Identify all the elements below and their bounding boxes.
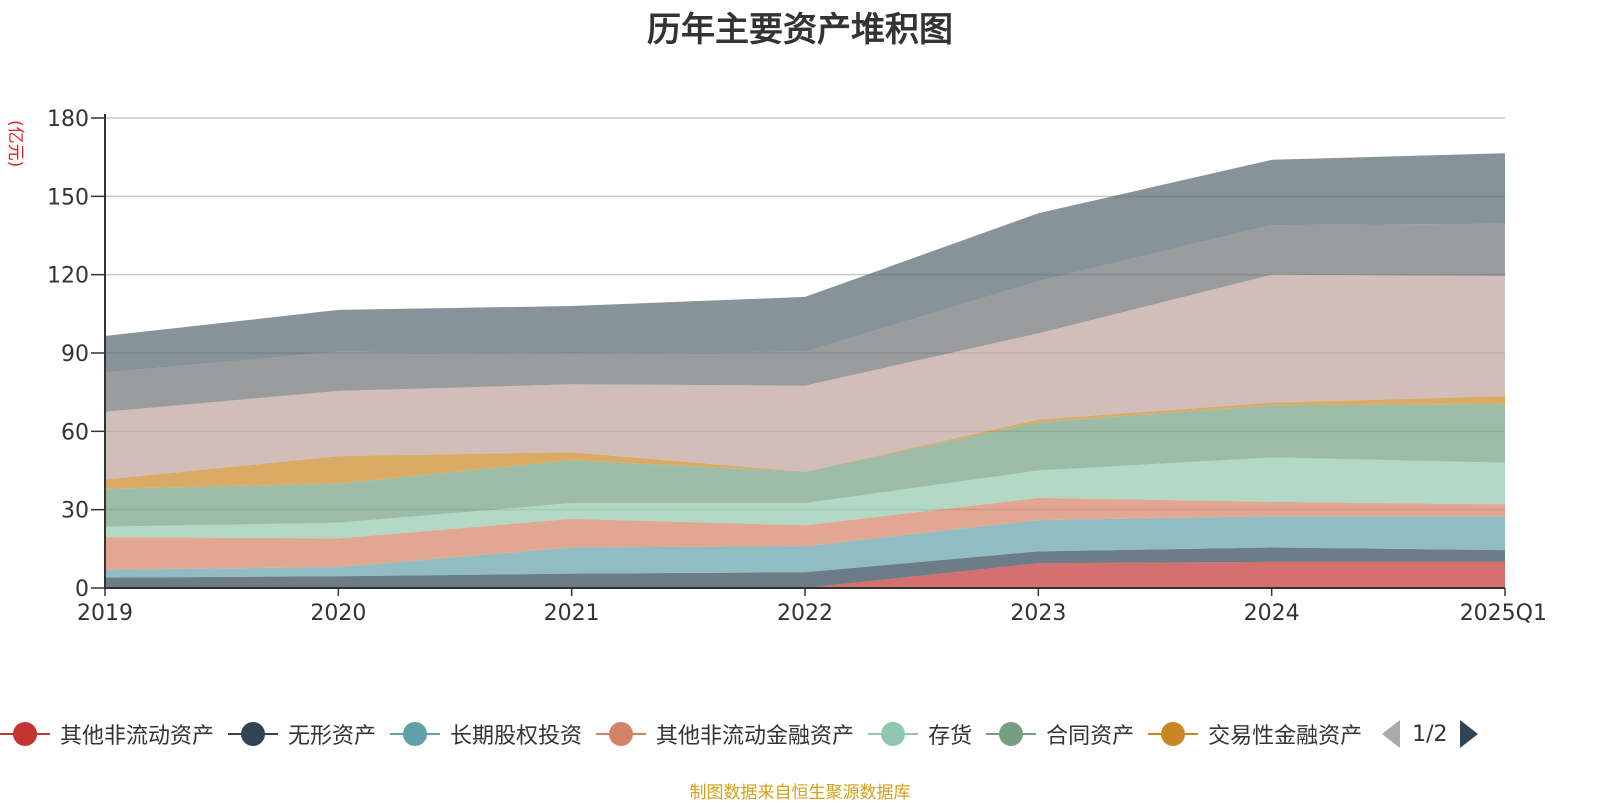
axes [91, 114, 1506, 596]
legend-label: 交易性金融资产 [1208, 724, 1363, 749]
legend-item[interactable]: 合同资产 [986, 718, 1134, 750]
legend-marker-icon [228, 721, 279, 747]
y-tick-label: 150 [47, 185, 89, 210]
area-series-7 [105, 274, 1505, 480]
x-tick-label: 2025Q1 [1460, 601, 1547, 626]
legend-label: 合同资产 [1046, 724, 1135, 749]
legend-marker-icon [596, 721, 647, 747]
legend-marker-icon [390, 721, 441, 747]
legend-marker-icon [986, 721, 1037, 747]
legend-item[interactable]: 存货 [868, 718, 972, 750]
area-series-6 [105, 396, 1505, 489]
tick-labels: 0 30 60 90 120 150 180 2019 2020 2021 2022 2023 2024… [47, 107, 1547, 626]
legend-prev-page-icon[interactable] [1382, 720, 1401, 748]
x-tick-label: 2021 [544, 601, 600, 626]
legend-item[interactable]: 其他非流动资产 [0, 718, 214, 750]
legend-marker-icon [1148, 721, 1199, 747]
y-tick-label: 180 [47, 107, 89, 132]
x-tick-label: 2019 [77, 601, 133, 626]
area-series-3 [105, 497, 1505, 570]
legend-item[interactable]: 交易性金融资产 [1148, 718, 1362, 750]
y-tick-label: 0 [75, 577, 89, 602]
legend-label: 其他非流动金融资产 [656, 724, 855, 749]
y-tick-label: 120 [47, 264, 89, 289]
legend-pager: 1/2 [1382, 720, 1478, 748]
area-series-9 [105, 153, 1505, 373]
source-note: 制图数据来自恒生聚源数据库 [689, 783, 911, 803]
area-series-8 [105, 223, 1505, 412]
x-tick-label: 2022 [777, 601, 833, 626]
legend-label: 存货 [928, 724, 973, 749]
x-tick-label: 2024 [1244, 601, 1300, 626]
area-series-2 [105, 516, 1505, 578]
area-series-1 [105, 547, 1505, 588]
legend-page-indicator: 1/2 [1412, 721, 1448, 747]
area-series-5 [105, 403, 1505, 527]
legend-label: 无形资产 [288, 724, 377, 749]
x-tick-label: 2023 [1010, 601, 1066, 626]
y-tick-label: 90 [61, 342, 89, 367]
legend: 其他非流动资产 无形资产 长期股权投资 其他非流动金融资产 存货 合同资产 交易性金融资产 … [0, 716, 1600, 752]
chart-title: 历年主要资产堆积图 [647, 10, 953, 50]
legend-item[interactable]: 其他非流动金融资产 [596, 718, 854, 750]
area-series-0 [105, 561, 1505, 588]
legend-marker-icon [0, 721, 50, 747]
stacked-area-chart: 0 30 60 90 120 150 180 2019 2020 2021 2022 2023 2024… [47, 107, 1547, 626]
legend-label: 其他非流动资产 [60, 724, 215, 749]
legend-label: 长期股权投资 [450, 724, 583, 749]
area-series-4 [105, 457, 1505, 539]
area-series [105, 153, 1505, 588]
x-tick-label: 2020 [310, 601, 366, 626]
legend-marker-icon [868, 721, 919, 747]
y-tick-label: 30 [61, 499, 89, 524]
legend-item[interactable]: 无形资产 [228, 718, 376, 750]
legend-next-page-icon[interactable] [1459, 720, 1478, 748]
legend-item[interactable]: 长期股权投资 [390, 718, 582, 750]
y-tick-label: 60 [61, 420, 89, 445]
